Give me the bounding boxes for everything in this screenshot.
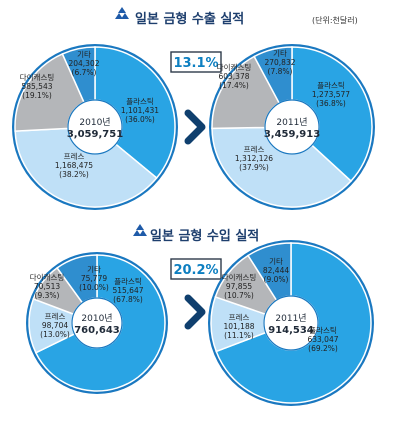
slice-label-line: (9.0%) bbox=[264, 275, 289, 284]
unit-label: (단위:천달러) bbox=[312, 15, 358, 25]
slice-label-line: 다이캐스팅 bbox=[20, 72, 55, 82]
slice-label-line: 다이캐스팅 bbox=[30, 272, 65, 282]
slice-label-line: 70,513 bbox=[34, 282, 60, 291]
slice-label-line: (37.9%) bbox=[239, 163, 269, 172]
slice-label-line: 기타 bbox=[87, 265, 101, 274]
donut-center bbox=[71, 297, 123, 349]
slice-label-line: 플라스틱 bbox=[114, 276, 142, 286]
slice-label-line: 프레스 bbox=[244, 145, 265, 154]
slice-label-line: 1,312,126 bbox=[235, 154, 273, 163]
donut-total-label: 760,643 bbox=[74, 325, 120, 336]
slice-label-line: 633,047 bbox=[307, 335, 338, 344]
slice-label-line: (7.8%) bbox=[268, 67, 293, 76]
donut-year-label: 2010년 bbox=[79, 117, 110, 128]
donut-center bbox=[264, 99, 320, 155]
slice-label-line: 585,543 bbox=[21, 82, 52, 91]
donut-total-label: 3,459,913 bbox=[264, 129, 320, 140]
triangle-bullet-icon bbox=[133, 224, 147, 236]
import-title: 일본 금형 수입 실적 bbox=[150, 228, 259, 244]
slice-label-line: (38.2%) bbox=[59, 170, 89, 179]
slice-label-line: 플라스틱 bbox=[309, 325, 337, 335]
slice-label-line: 플라스틱 bbox=[126, 96, 154, 106]
donut-charts: 2010년3,059,751플라스틱1,101,431(36.0%)프레스1,1… bbox=[12, 44, 375, 406]
import-section-header: 일본 금형 수입 실적 bbox=[133, 224, 259, 244]
slice-label-line: 75,779 bbox=[81, 274, 107, 283]
slice-label-line: (6.7%) bbox=[72, 68, 97, 77]
slice-label-line: 270,832 bbox=[264, 58, 295, 67]
slice-label-line: 515,647 bbox=[112, 286, 143, 295]
donut-year-label: 2011년 bbox=[276, 117, 307, 128]
slice-label-line: (67.8%) bbox=[113, 295, 143, 304]
slice-label-line: 204,302 bbox=[68, 59, 99, 68]
slice-label-line: (19.1%) bbox=[22, 91, 52, 100]
donut-year-label: 2010년 bbox=[81, 313, 112, 324]
export-arrow-icon bbox=[184, 109, 206, 145]
slice-label-line: 기타 bbox=[269, 257, 283, 266]
slice-label-line: 603,378 bbox=[218, 72, 249, 81]
export-title: 일본 금형 수출 실적 bbox=[135, 11, 244, 27]
export-section-header: 일본 금형 수출 실적 (단위:천달러) bbox=[115, 7, 358, 27]
slice-label-line: 97,855 bbox=[226, 282, 252, 291]
donut-year-label: 2011년 bbox=[275, 313, 306, 324]
slice-label-line: 프레스 bbox=[64, 152, 85, 161]
export-growth-value: 13.1% bbox=[173, 56, 218, 71]
slice-label-line: (10.0%) bbox=[79, 283, 109, 292]
triangle-bullet-icon bbox=[115, 7, 129, 19]
slice-label-line: (17.4%) bbox=[219, 81, 249, 90]
slice-label-line: 다이캐스팅 bbox=[217, 62, 252, 72]
donut-chart: 2010년3,059,751플라스틱1,101,431(36.0%)프레스1,1… bbox=[12, 44, 178, 210]
slice-label-line: (69.2%) bbox=[308, 344, 338, 353]
slice-label-line: 기타 bbox=[77, 50, 91, 59]
slice-label-line: (13.0%) bbox=[40, 330, 70, 339]
donut-chart: 2010년760,643플라스틱515,647(67.8%)프레스98,704(… bbox=[26, 252, 168, 394]
export-growth-box: 13.1% bbox=[170, 51, 222, 73]
slice-label-line: 다이캐스팅 bbox=[222, 272, 257, 282]
slice-label-line: 1,101,431 bbox=[121, 106, 159, 115]
slice-label-line: 1,273,577 bbox=[312, 90, 350, 99]
donut-center bbox=[263, 295, 319, 351]
slice-label-line: (10.7%) bbox=[224, 291, 254, 300]
donut-total-label: 914,534 bbox=[268, 325, 314, 336]
slice-label-line: (9.3%) bbox=[35, 291, 60, 300]
slice-label-line: 101,188 bbox=[223, 322, 254, 331]
import-arrow-icon bbox=[184, 294, 206, 330]
import-growth-box: 20.2% bbox=[170, 258, 222, 280]
import-growth-value: 20.2% bbox=[173, 263, 218, 278]
donut-center bbox=[67, 99, 123, 155]
slice-label-line: (36.0%) bbox=[125, 115, 155, 124]
slice-label-line: 82,444 bbox=[263, 266, 289, 275]
slice-label-line: (36.8%) bbox=[316, 99, 346, 108]
donut-total-label: 3,059,751 bbox=[67, 129, 123, 140]
slice-label-line: 플라스틱 bbox=[317, 80, 345, 90]
slice-label-line: (11.1%) bbox=[224, 331, 254, 340]
slice-label-line: 프레스 bbox=[45, 312, 66, 321]
slice-label-line: 1,168,475 bbox=[55, 161, 93, 170]
slice-label-line: 기타 bbox=[273, 49, 287, 58]
slice-label-line: 프레스 bbox=[229, 313, 250, 322]
slice-label-line: 98,704 bbox=[42, 321, 68, 330]
